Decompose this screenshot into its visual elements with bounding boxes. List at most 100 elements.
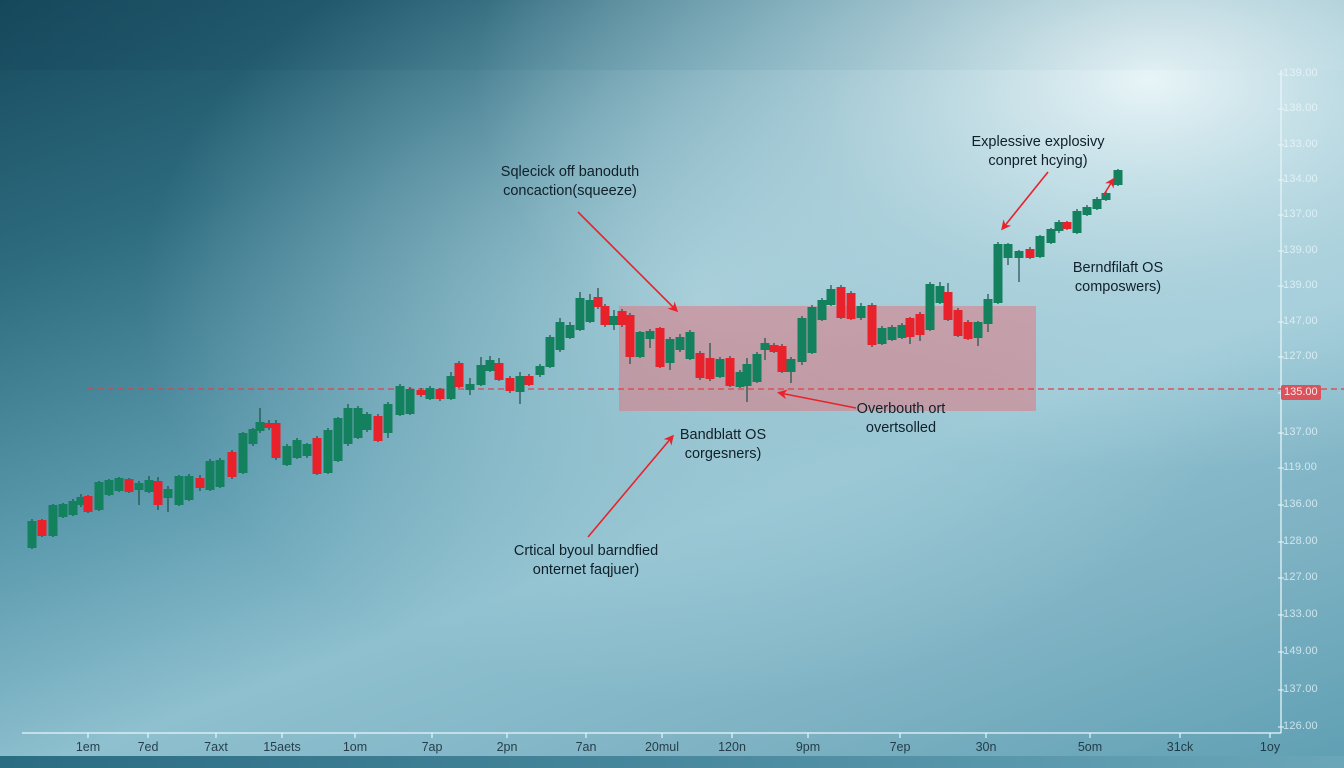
candle xyxy=(993,242,1003,304)
chart-axes xyxy=(22,70,1284,738)
candle xyxy=(58,503,68,518)
candle xyxy=(617,309,627,327)
candle xyxy=(585,294,595,323)
candle xyxy=(238,432,248,474)
candle xyxy=(271,420,281,460)
y-tick-label: 133.00 xyxy=(1283,608,1318,620)
candle xyxy=(144,476,154,493)
y-tick-label: 127.00 xyxy=(1283,571,1318,583)
candle xyxy=(425,386,435,400)
candle xyxy=(742,358,752,402)
candle xyxy=(725,356,735,387)
candle xyxy=(925,282,935,331)
candle xyxy=(515,372,525,404)
candle xyxy=(769,343,779,353)
candle xyxy=(1035,235,1045,258)
x-tick-label: 2pn xyxy=(496,740,518,754)
x-tick-label: 1em xyxy=(75,740,101,754)
x-tick-label: 7ap xyxy=(421,740,443,754)
candle xyxy=(248,428,258,446)
candle xyxy=(104,479,114,496)
candle xyxy=(524,374,534,386)
candle xyxy=(877,326,887,345)
candle xyxy=(545,335,555,368)
candle xyxy=(963,320,973,340)
candle xyxy=(405,387,415,415)
candle xyxy=(555,318,565,352)
y-tick-label: 137.00 xyxy=(1283,426,1318,438)
bottom-band xyxy=(0,756,1344,768)
candle xyxy=(476,357,486,386)
candle xyxy=(1046,228,1056,244)
candle xyxy=(635,331,645,358)
candle xyxy=(292,438,302,459)
candle xyxy=(593,288,603,309)
x-tick-label: 30n xyxy=(975,740,997,754)
candle xyxy=(312,436,322,475)
x-tick-label: 1oy xyxy=(1259,740,1281,754)
candle xyxy=(1092,197,1102,210)
candle xyxy=(362,412,372,432)
y-tick-label: 136.00 xyxy=(1283,498,1318,510)
annotation-overbought: Overbouth ort overtsolled xyxy=(856,401,946,436)
candle xyxy=(353,406,363,439)
x-tick-label: 5om xyxy=(1077,740,1103,754)
candle xyxy=(675,334,685,352)
candle xyxy=(485,356,495,372)
candle xyxy=(943,283,953,321)
candle xyxy=(797,316,807,365)
candle xyxy=(1082,205,1092,216)
x-tick-label: 7axt xyxy=(204,740,228,754)
x-tick-label: 7ed xyxy=(137,740,159,754)
candle xyxy=(1054,220,1064,233)
candle xyxy=(302,443,312,458)
candle xyxy=(856,303,866,320)
top-light-band xyxy=(0,0,1344,70)
y-tick-label: 128.00 xyxy=(1283,535,1318,547)
candle xyxy=(535,364,545,377)
candle xyxy=(174,475,184,506)
candle xyxy=(983,294,993,332)
y-tick-label: 133.00 xyxy=(1283,138,1318,150)
candle xyxy=(1072,209,1082,234)
y-tick-label: 149.00 xyxy=(1283,645,1318,657)
candle xyxy=(255,408,265,433)
candle xyxy=(323,428,333,474)
candle xyxy=(83,495,93,513)
annotation-squeeze: Sqlecick off banoduth concaction(squeeze) xyxy=(500,164,640,199)
candle xyxy=(373,414,383,442)
y-tick-label: 127.00 xyxy=(1283,350,1318,362)
candle xyxy=(609,310,619,330)
candle xyxy=(826,285,836,306)
candle xyxy=(695,351,705,380)
candle xyxy=(600,304,610,327)
candle xyxy=(836,285,846,319)
annotation-critical: Crtical byoul barndfied onternet faqjuer) xyxy=(513,543,659,578)
candle xyxy=(1003,243,1013,265)
candle xyxy=(282,444,292,466)
y-tick-label: 126.00 xyxy=(1283,720,1318,732)
candle xyxy=(446,372,456,400)
x-tick-label: 31ck xyxy=(1166,740,1194,754)
candle xyxy=(705,343,715,381)
y-tick-label: 147.00 xyxy=(1283,315,1318,327)
arrow-icon xyxy=(1102,177,1115,197)
candle xyxy=(48,504,58,537)
candle xyxy=(494,358,504,381)
candle xyxy=(27,519,37,549)
x-tick-label: 7ep xyxy=(889,740,911,754)
candle xyxy=(505,376,515,393)
annotation-bandwidth-right: Berndfilaft OS composwers) xyxy=(1072,260,1164,295)
candle xyxy=(37,519,47,537)
candle xyxy=(205,459,215,491)
candle xyxy=(565,322,575,339)
candle xyxy=(645,329,655,348)
candle xyxy=(867,303,877,347)
y-tick-label: 139.00 xyxy=(1283,279,1318,291)
candle xyxy=(665,337,675,370)
y-tick-label: 138.00 xyxy=(1283,102,1318,114)
candle xyxy=(1113,169,1123,186)
x-tick-label: 120n xyxy=(718,740,746,754)
y-tick-label: 139.00 xyxy=(1283,67,1318,79)
